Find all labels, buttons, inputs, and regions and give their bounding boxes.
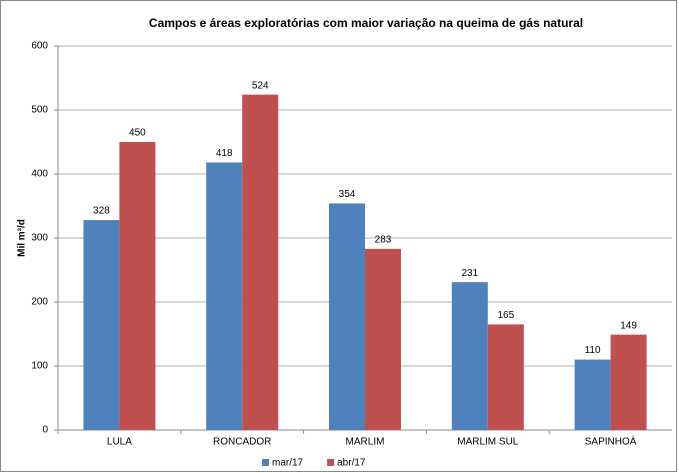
data-label: 524 <box>252 80 269 91</box>
data-label: 165 <box>497 310 514 321</box>
y-tick-label: 0 <box>42 425 48 436</box>
data-label: 110 <box>585 345 601 356</box>
data-label: 450 <box>129 128 146 139</box>
data-label: 328 <box>93 206 110 217</box>
bar <box>574 359 611 430</box>
y-axis-label: Mil m³/d <box>17 219 28 257</box>
bar <box>119 142 156 430</box>
y-tick-label: 300 <box>31 233 48 244</box>
legend-swatch <box>327 459 335 466</box>
legend: mar/17 abr/17 <box>262 458 366 469</box>
bar <box>206 162 243 431</box>
legend-label: abr/17 <box>337 458 366 469</box>
data-label: 231 <box>461 268 478 279</box>
bar <box>365 248 401 430</box>
y-tick-label: 400 <box>31 169 48 180</box>
legend-swatch <box>262 459 269 466</box>
bar <box>610 334 647 430</box>
x-tick-label: MARLIM SUL <box>457 437 519 448</box>
bar <box>451 282 488 430</box>
legend-label: mar/17 <box>272 458 304 469</box>
chart-title: Campos e áreas exploratórias com maior v… <box>149 16 583 30</box>
bar <box>487 324 524 430</box>
data-label: 149 <box>620 320 637 331</box>
data-label: 283 <box>375 235 392 246</box>
y-tick-label: 200 <box>31 297 48 308</box>
data-label: 354 <box>339 189 356 200</box>
x-tick-label: SAPINHOÁ <box>585 435 637 448</box>
x-tick-label: LULA <box>107 437 132 448</box>
x-tick-label: MARLIM <box>346 437 385 448</box>
bar <box>329 203 365 430</box>
bar <box>242 94 279 430</box>
y-tick-label: 100 <box>31 361 48 372</box>
x-tick-label: RONCADOR <box>213 437 271 448</box>
y-tick-label: 500 <box>31 105 48 116</box>
bar <box>83 220 120 430</box>
data-label: 418 <box>216 148 233 159</box>
y-tick-label: 600 <box>31 41 48 52</box>
